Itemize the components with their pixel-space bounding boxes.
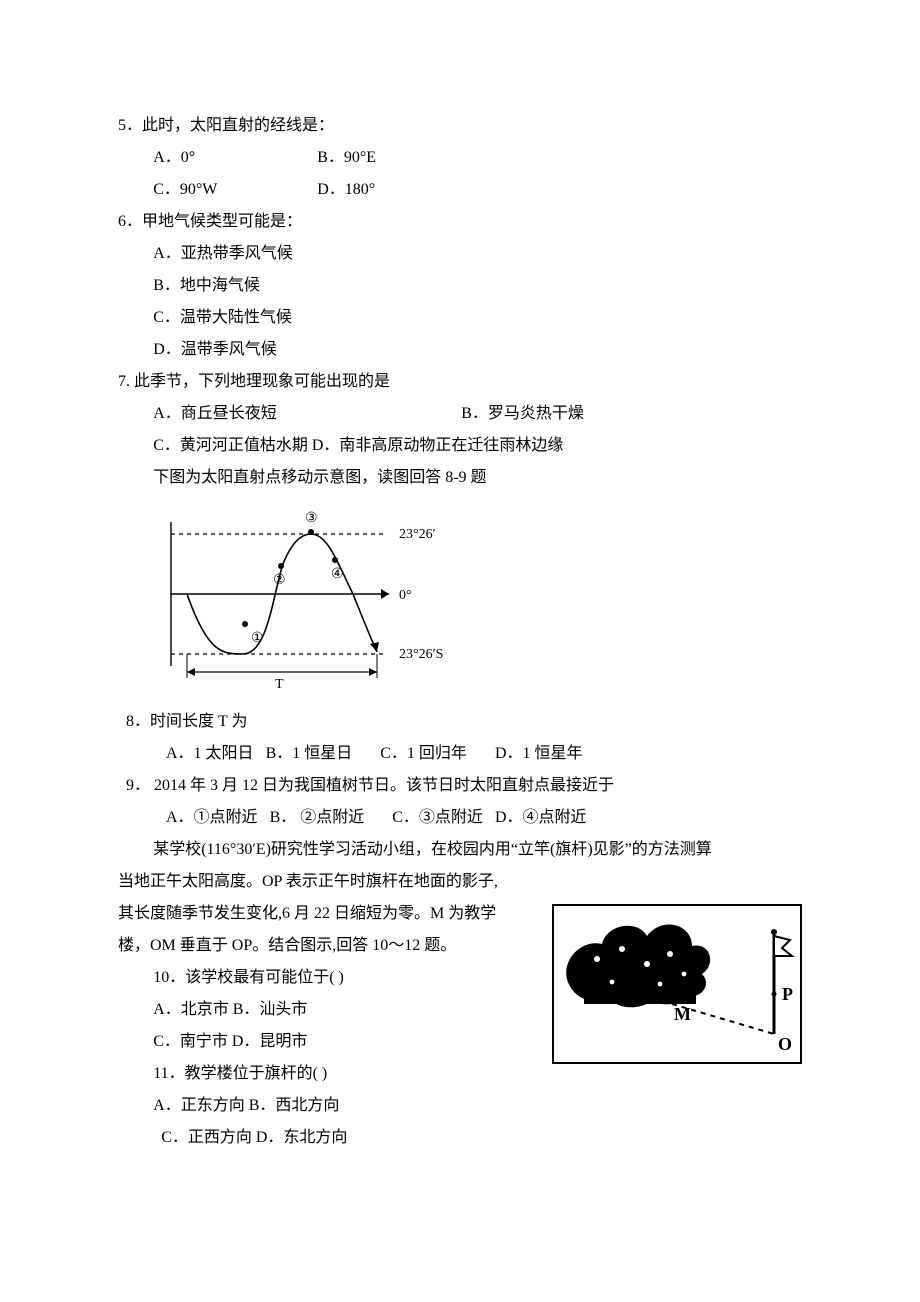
fig-subsolar-label-1: ① [251, 631, 264, 646]
fig-subsolar-label-T: T [275, 677, 284, 692]
fig-subsolar-label-2: ② [273, 573, 286, 588]
q6-opt-a: A．亚热带季风气候 [118, 238, 802, 270]
q8-stem: 8．时间长度 T 为 [118, 706, 802, 738]
q7-stem: 7. 此季节，下列地理现象可能出现的是 [118, 366, 802, 398]
q11-opt-d: D．东北方向 [256, 1129, 348, 1146]
fig-school-label-o: O [778, 1034, 792, 1054]
q8-opt-a: A．1 太阳日 [166, 738, 254, 770]
q7-opt-b: B．罗马炎热干燥 [461, 398, 584, 430]
q7-row-cd: C．黄河河正值枯水期 D．南非高原动物正在迁往雨林边缘 [118, 430, 802, 462]
q7-caption: 下图为太阳直射点移动示意图，读图回答 8-9 题 [118, 462, 802, 494]
q7-row-ab: A．商丘昼长夜短 B．罗马炎热干燥 [118, 398, 802, 430]
q7-opt-a: A．商丘昼长夜短 [153, 398, 457, 430]
q5-row-cd: C．90°W D．180° [118, 174, 802, 206]
q8-opt-c: C．1 回归年 [380, 738, 467, 770]
q9-opt-c: C．③点附近 [392, 802, 483, 834]
q9-opts: A．①点附近 B． ②点附近 C．③点附近 D．④点附近 [118, 802, 802, 834]
q6-opt-d: D．温带季风气候 [118, 334, 802, 366]
page: 5．此时，太阳直射的经线是： A．0° B．90°E C．90°W D．180°… [0, 0, 920, 1302]
q5-opt-b: B．90°E [317, 142, 376, 174]
q11-opt-c: C．正西方向 [161, 1129, 252, 1146]
q9-opt-b: B． ②点附近 [270, 802, 365, 834]
fig-subsolar-lat-bot: 23°26′S [399, 647, 443, 662]
q7-opt-d: D．南非高原动物正在迁往雨林边缘 [312, 430, 564, 462]
q11-opt-a: A．正东方向 [153, 1097, 245, 1114]
fig-subsolar-lat-mid: 0° [399, 588, 412, 603]
q7-opt-c: C．黄河河正值枯水期 [153, 430, 308, 462]
fig-subsolar-label-3: ③ [305, 511, 318, 526]
fig-subsolar-lat-top: 23°26′ [399, 527, 436, 542]
q8-opt-b: B．1 恒星日 [266, 738, 353, 770]
q10-opt-d: D．昆明市 [232, 1033, 308, 1050]
q9-stem: 9． 2014 年 3 月 12 日为我国植树节日。该节日时太阳直射点最接近于 [118, 770, 802, 802]
q10-opt-a: A．北京市 [153, 1001, 229, 1018]
q5-opt-a: A．0° [153, 142, 313, 174]
q10-opt-c: C．南宁市 [153, 1033, 228, 1050]
q6-opt-b: B．地中海气候 [118, 270, 802, 302]
fig-school-wrap: M P O [552, 904, 802, 1064]
q5-opt-d: D．180° [317, 174, 375, 206]
q9-opt-d: D．④点附近 [495, 802, 587, 834]
q6-stem: 6．甲地气候类型可能是： [118, 206, 802, 238]
q5-stem: 5．此时，太阳直射的经线是： [118, 110, 802, 142]
fig-subsolar: ① ② ③ ④ T 23°26′ 0° 23°26′S [153, 494, 473, 694]
q5-opt-c: C．90°W [153, 174, 313, 206]
fig-subsolar-wrap: ① ② ③ ④ T 23°26′ 0° 23°26′S [118, 494, 802, 706]
q10-opt-b: B．汕头市 [233, 1001, 308, 1018]
context10-line2: 当地正午太阳高度。OP 表示正午时旗杆在地面的影子, [118, 866, 802, 898]
fig-school-label-p: P [782, 984, 793, 1004]
q11-row-cd: C．正西方向 D．东北方向 [118, 1122, 802, 1154]
q6-opt-c: C．温带大陆性气候 [118, 302, 802, 334]
q11-row-ab: A．正东方向 B．西北方向 [118, 1090, 802, 1122]
q11-opt-b: B．西北方向 [249, 1097, 340, 1114]
q5-row-ab: A．0° B．90°E [118, 142, 802, 174]
fig-school: M P O [552, 904, 802, 1064]
q9-opt-a: A．①点附近 [166, 802, 258, 834]
context10-line1: 某学校(116°30′E)研究性学习活动小组，在校园内用“立竿(旗杆)见影”的方… [118, 834, 802, 866]
fig-subsolar-label-4: ④ [331, 567, 344, 582]
q8-opt-d: D．1 恒星年 [495, 738, 583, 770]
q8-opts: A．1 太阳日 B．1 恒星日 C．1 回归年 D．1 恒星年 [118, 738, 802, 770]
